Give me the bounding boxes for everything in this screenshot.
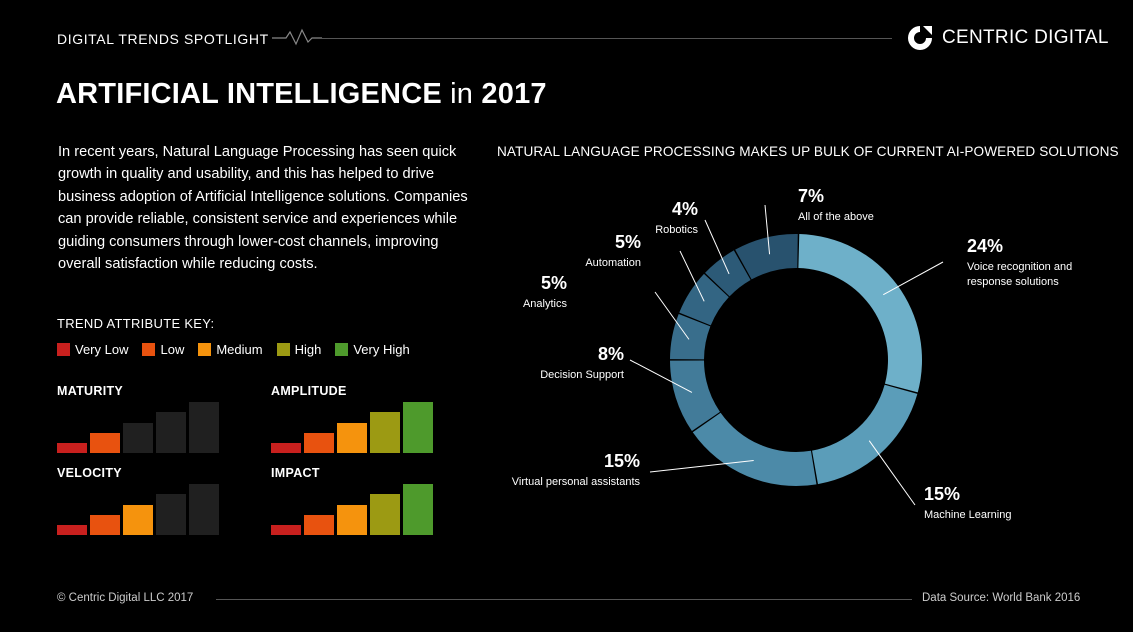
attr-velocity: VELOCITY [57,466,227,536]
key-label: Very High [353,342,410,357]
key-label: Medium [216,342,263,357]
attr-bar [337,505,367,535]
attr-bar [337,423,367,453]
key-item: Very Low [57,342,128,357]
centric-logo-icon [908,26,932,50]
key-label: Very Low [75,342,129,357]
attr-label: AMPLITUDE [271,384,347,398]
key-swatch [57,343,70,356]
title-in: in [450,78,474,110]
attr-bar [156,494,186,535]
attr-bars [57,402,227,453]
key-item: High [276,342,322,357]
attr-bars [271,484,441,535]
leader-line [679,250,705,302]
attr-bar [57,525,87,535]
slice-value-label: 8% [598,344,624,364]
attr-bars [271,402,441,453]
attr-maturity: MATURITY [57,384,227,454]
attr-bars [57,484,227,535]
attr-bar [271,443,301,453]
leader-line [764,204,771,255]
pie-slice [679,273,729,326]
key-swatch [276,343,290,356]
attr-bar [189,484,219,535]
leader-line [629,359,693,393]
slice-value-label: 24% [967,236,1003,256]
footer-source: Data Source: World Bank 2016 [922,592,1081,604]
pie-slice [735,234,798,280]
slice-category-label: Analytics [523,298,568,310]
attr-bar [304,433,334,453]
slice-category-label: Virtual personal assistants [512,476,641,488]
attr-bar [370,412,400,453]
attr-bar [57,443,87,453]
pie-slice [798,234,923,393]
waveform-icon [272,28,322,46]
key-swatch [335,343,349,356]
key-item: Very High [335,342,410,357]
attr-bar [189,402,219,453]
key-item: Low [142,342,184,357]
title-main: ARTIFICIAL INTELLIGENCE [56,78,442,110]
section-label: DIGITAL TRENDS SPOTLIGHT [57,31,269,47]
pie-slice [812,384,918,485]
key-item: Medium [198,342,263,357]
brand-name: CENTRIC DIGITAL [942,27,1109,48]
attr-bar [403,402,433,453]
header-divider [322,38,892,39]
slice-value-label: 5% [615,232,641,252]
pie-slice [670,360,720,431]
slice-value-label: 15% [924,484,960,504]
attr-bar [304,515,334,535]
key-swatch [198,343,212,356]
slice-category-label: Decision Support [540,369,624,381]
slice-category-label: Voice recognition and [967,261,1072,273]
attr-bar [403,484,433,535]
slice-category-label: Automation [585,257,641,269]
attr-label: IMPACT [271,466,320,480]
attr-label: VELOCITY [57,466,122,480]
trend-key-title: TREND ATTRIBUTE KEY: [57,316,215,331]
intro-paragraph: In recent years, Natural Language Proces… [58,144,468,273]
key-label: Low [160,342,185,357]
slice-value-label: 7% [798,186,824,206]
slice-value-label: 4% [672,199,698,219]
leader-line [704,219,730,275]
pie-slice [670,314,711,360]
slice-category-label: response solutions [967,276,1059,288]
leader-line [654,291,690,340]
key-swatch [142,343,156,356]
attr-bar [156,412,186,453]
attr-bar [271,525,301,535]
attr-bar [90,433,120,453]
page-title: ARTIFICIAL INTELLIGENCE in 2017 [56,78,547,111]
slice-category-label: All of the above [798,211,874,223]
leader-line [649,459,754,473]
attr-bar [370,494,400,535]
slice-category-label: Machine Learning [924,509,1011,521]
brand-logo: CENTRIC DIGITAL [906,24,1109,52]
key-label: High [294,342,322,357]
attr-impact: IMPACT [271,466,441,536]
slice-category-label: Robotics [655,224,698,236]
attr-bar [90,515,120,535]
footer-copyright: © Centric Digital LLC 2017 [57,592,194,604]
attr-label: MATURITY [57,384,124,398]
footer-divider [216,599,912,600]
leader-line [868,440,916,506]
pie-slice [692,412,817,486]
slice-value-label: 15% [604,451,640,471]
pie-slice [705,250,751,297]
slice-value-label: 5% [541,273,567,293]
title-year: 2017 [481,78,547,110]
trend-key-legend: Very Low Low Medium High Very High [57,342,410,357]
attr-amplitude: AMPLITUDE [271,384,441,454]
leader-line [883,261,944,296]
attr-bar [123,505,153,535]
chart-title: NATURAL LANGUAGE PROCESSING MAKES UP BUL… [497,144,1119,159]
attr-bar [123,423,153,453]
